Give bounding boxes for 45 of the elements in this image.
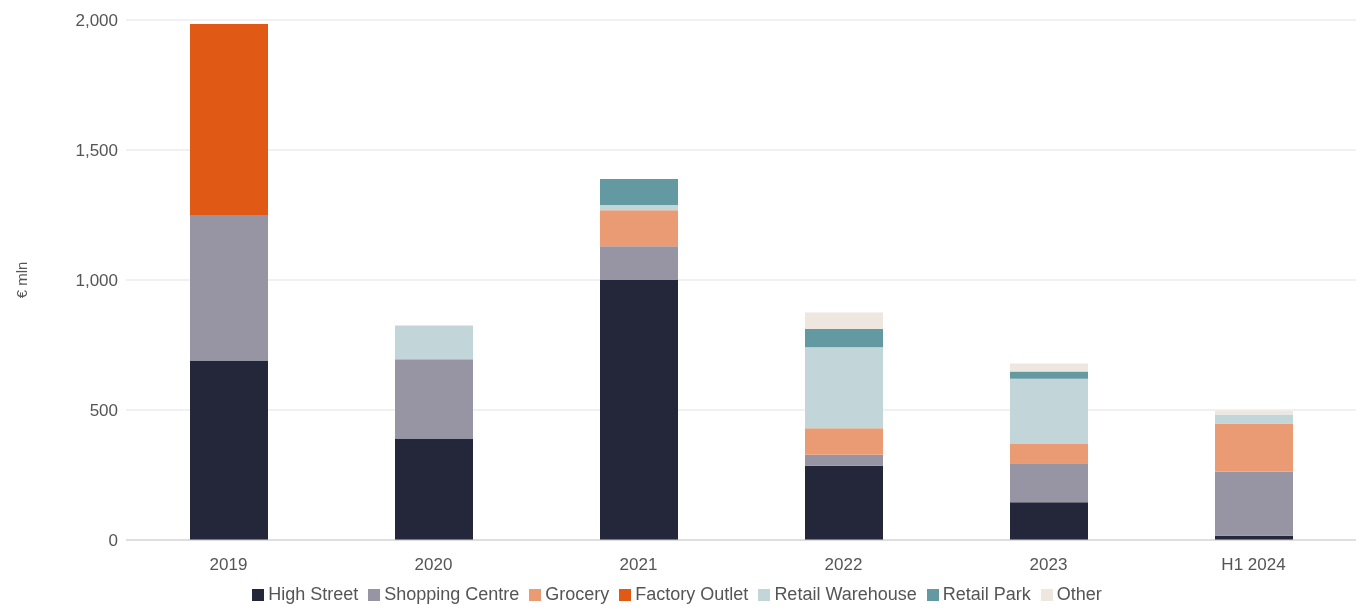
bar bbox=[1010, 371, 1088, 379]
bar bbox=[395, 359, 473, 439]
y-axis-title: € mln bbox=[13, 261, 31, 299]
x-tick-label: H1 2024 bbox=[1221, 555, 1286, 575]
bar bbox=[600, 246, 678, 280]
bar bbox=[805, 428, 883, 455]
bar bbox=[1215, 423, 1293, 472]
bar bbox=[190, 23, 268, 215]
bar bbox=[190, 215, 268, 361]
bar bbox=[1010, 463, 1088, 503]
legend-label: Retail Warehouse bbox=[774, 584, 917, 604]
legend-label: Factory Outlet bbox=[635, 584, 749, 604]
y-tick-label: 0 bbox=[108, 531, 118, 551]
x-tick-label: 2019 bbox=[209, 555, 248, 575]
bar bbox=[600, 280, 678, 540]
legend-label: Grocery bbox=[545, 584, 610, 604]
legend-label: Shopping Centre bbox=[384, 584, 520, 604]
legend-label: Other bbox=[1056, 584, 1102, 604]
bar bbox=[190, 360, 268, 540]
y-tick-label: 2,000 bbox=[75, 11, 118, 31]
bar bbox=[395, 438, 473, 540]
bar bbox=[1215, 414, 1293, 424]
x-tick-label: 2021 bbox=[619, 555, 658, 575]
bar bbox=[1010, 502, 1088, 540]
y-tick-label: 1,000 bbox=[75, 271, 118, 291]
bar bbox=[600, 210, 678, 247]
legend-label: Retail Park bbox=[942, 584, 1031, 604]
x-tick-label: 2020 bbox=[414, 555, 453, 575]
bar bbox=[600, 179, 678, 206]
x-tick-label: 2022 bbox=[824, 555, 863, 575]
bar bbox=[805, 454, 883, 466]
bar bbox=[1215, 471, 1293, 536]
legend-label: High Street bbox=[268, 584, 359, 604]
bar bbox=[1010, 444, 1088, 464]
x-tick-label: 2023 bbox=[1029, 555, 1068, 575]
bar bbox=[1010, 378, 1088, 445]
y-tick-label: 1,500 bbox=[75, 141, 118, 161]
bar bbox=[600, 205, 678, 211]
bar bbox=[805, 312, 883, 329]
bar bbox=[395, 325, 473, 360]
bar bbox=[805, 465, 883, 540]
y-tick-label: 500 bbox=[89, 401, 118, 421]
bar bbox=[1010, 363, 1088, 372]
bar bbox=[805, 328, 883, 348]
bar bbox=[805, 347, 883, 429]
